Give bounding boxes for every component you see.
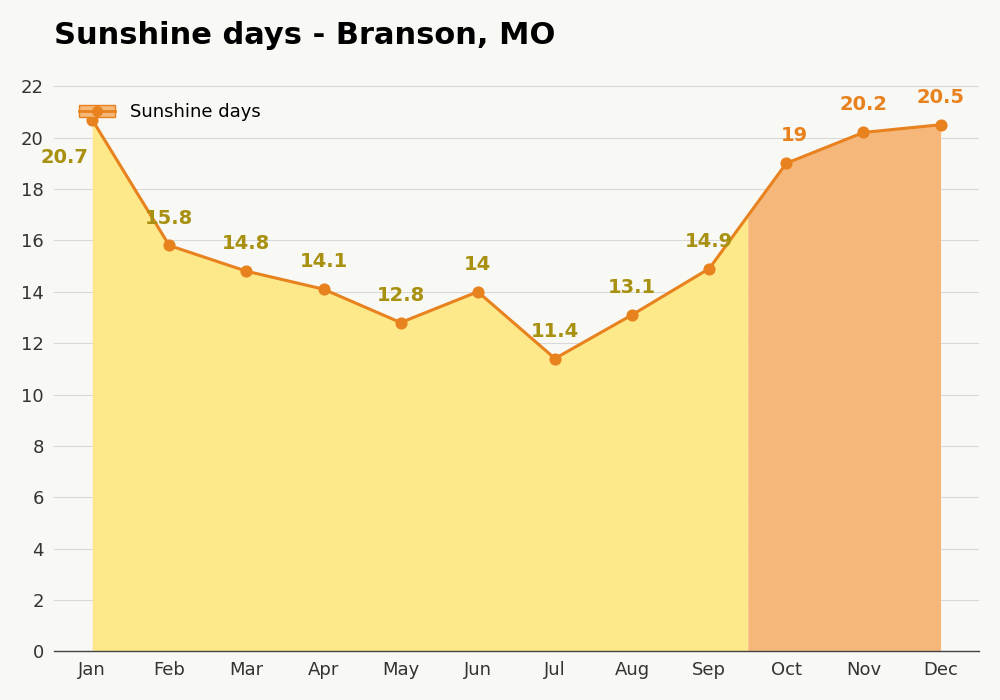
Text: 20.2: 20.2 bbox=[839, 95, 887, 115]
Point bbox=[701, 263, 717, 274]
Text: 19: 19 bbox=[780, 126, 808, 146]
Legend: Sunshine days: Sunshine days bbox=[72, 96, 268, 129]
Point bbox=[393, 317, 409, 328]
Point bbox=[238, 265, 254, 276]
Text: 12.8: 12.8 bbox=[377, 286, 425, 304]
Text: Sunshine days - Branson, MO: Sunshine days - Branson, MO bbox=[54, 21, 555, 50]
Point bbox=[778, 158, 794, 169]
Text: 14.1: 14.1 bbox=[299, 252, 348, 271]
Text: 14: 14 bbox=[464, 255, 491, 274]
Point bbox=[547, 353, 563, 364]
Point bbox=[470, 286, 486, 297]
Text: 20.5: 20.5 bbox=[917, 88, 965, 106]
Text: 14.9: 14.9 bbox=[685, 232, 733, 251]
Text: 15.8: 15.8 bbox=[145, 209, 193, 228]
Text: 20.7: 20.7 bbox=[40, 148, 88, 167]
Point bbox=[84, 114, 100, 125]
Text: 11.4: 11.4 bbox=[531, 321, 579, 341]
Point bbox=[161, 240, 177, 251]
Point bbox=[624, 309, 640, 321]
Point bbox=[933, 119, 949, 130]
Text: 14.8: 14.8 bbox=[222, 234, 271, 253]
Point bbox=[855, 127, 871, 138]
Text: 13.1: 13.1 bbox=[608, 278, 656, 297]
Point bbox=[316, 284, 332, 295]
